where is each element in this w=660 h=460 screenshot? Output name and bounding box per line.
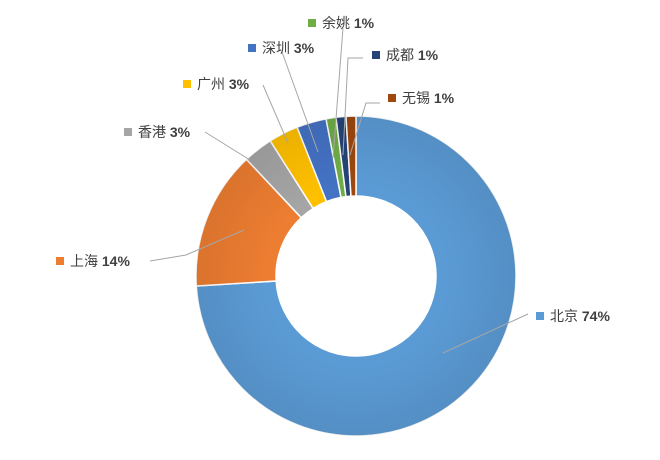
label-key-7 <box>372 51 380 59</box>
data-label-name: 成都 <box>386 47 418 63</box>
data-label-1: 北京 74% <box>550 308 610 324</box>
data-label-2: 上海 14% <box>70 253 130 269</box>
slices-layer <box>195 115 517 437</box>
leader-line-1 <box>442 313 529 354</box>
label-key-6 <box>308 19 316 27</box>
leader-line-4 <box>262 84 289 144</box>
label-key-2 <box>56 257 64 265</box>
data-label-8: 无锡 1% <box>402 90 455 106</box>
data-label-percent: 14% <box>102 253 131 269</box>
data-label-percent: 3% <box>170 124 191 140</box>
data-label-percent: 1% <box>354 15 375 31</box>
data-label-name: 北京 <box>550 308 582 324</box>
donut-hole <box>276 196 436 356</box>
data-label-percent: 1% <box>434 90 455 106</box>
data-label-name: 广州 <box>197 76 229 92</box>
data-label-name: 余姚 <box>322 15 354 31</box>
data-label-percent: 74% <box>582 308 611 324</box>
label-key-3 <box>124 128 132 136</box>
data-label-7: 成都 1% <box>386 47 439 63</box>
label-key-1 <box>536 312 544 320</box>
data-label-name: 深圳 <box>262 40 294 56</box>
data-label-percent: 1% <box>418 47 439 63</box>
leader-line-6 <box>332 27 344 159</box>
data-label-percent: 3% <box>229 76 250 92</box>
leader-lines-layer <box>149 27 529 354</box>
data-label-percent: 3% <box>294 40 315 56</box>
data-label-name: 上海 <box>70 253 102 269</box>
label-key-5 <box>248 44 256 52</box>
leader-line-7 <box>342 57 363 156</box>
data-label-5: 深圳 3% <box>262 40 315 56</box>
data-label-name: 无锡 <box>402 90 434 106</box>
leader-line-2 <box>149 229 245 262</box>
label-key-8 <box>388 94 396 102</box>
data-label-name: 香港 <box>138 124 170 140</box>
data-label-4: 广州 3% <box>197 76 250 92</box>
data-label-3: 香港 3% <box>138 124 191 140</box>
data-label-6: 余姚 1% <box>322 15 375 31</box>
labels-layer: 北京 74%上海 14%香港 3%广州 3%深圳 3%余姚 1%成都 1%无锡 … <box>56 15 610 324</box>
leader-line-8 <box>349 102 380 156</box>
leader-line-5 <box>281 51 319 153</box>
label-key-4 <box>183 80 191 88</box>
leader-line-3 <box>204 131 251 161</box>
